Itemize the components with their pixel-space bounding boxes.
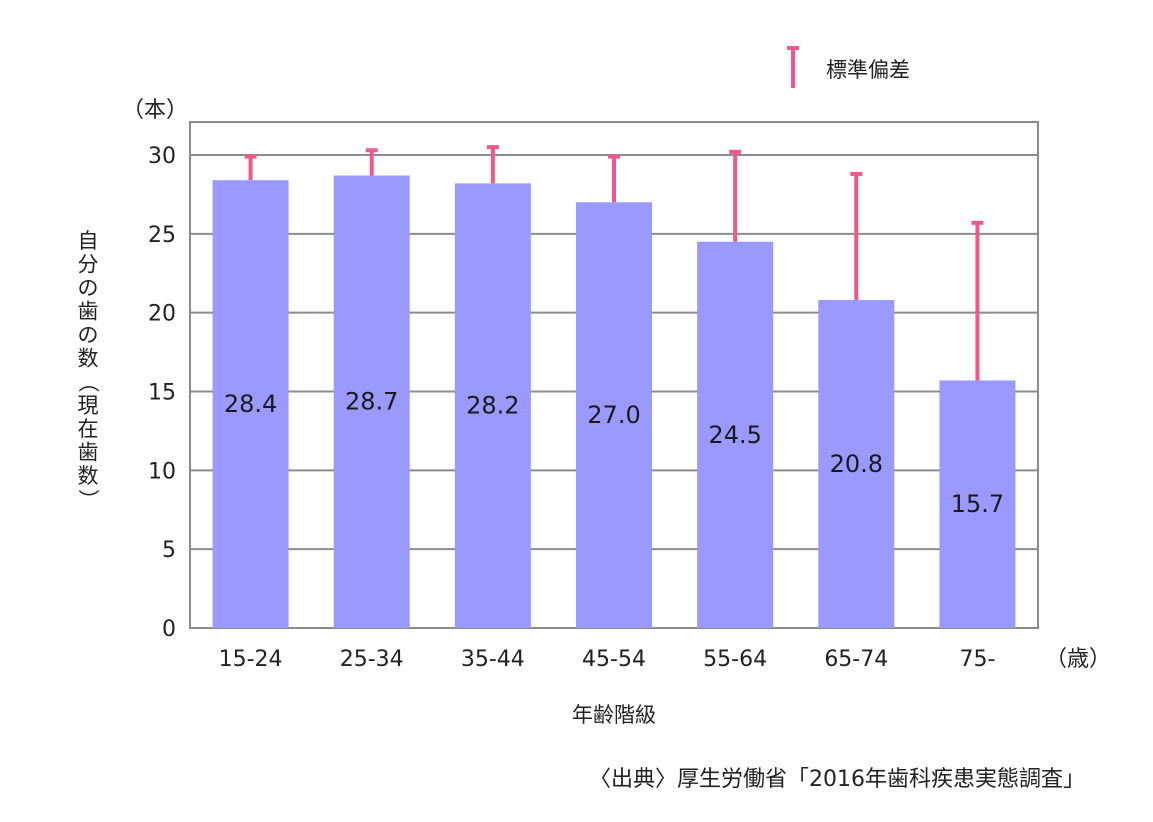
y-tick-30: 30 [148,144,176,169]
y-axis-title-char: 自 [78,229,99,253]
data-labels: 28.4 28.7 28.2 27.0 24.5 20.8 15.7 [224,388,1004,518]
y-axis-title-char: 現 [78,394,99,418]
error-bars [244,145,984,381]
y-axis-title-char: （ [76,372,100,393]
x-tick-labels: 15-24 25-34 35-44 45-54 55-64 65-74 75- [219,647,996,672]
legend-label: 標準偏差 [826,58,910,82]
y-axis-title-char: ） [76,489,100,510]
y-axis-title-char: の [78,323,99,347]
data-label-75-: 15.7 [951,490,1004,518]
bar-65-74 [818,300,895,628]
bar-35-44 [454,183,531,628]
bars [212,175,1016,629]
data-label-65-74: 20.8 [830,450,883,478]
bar-75- [939,380,1016,628]
y-axis-title-char: 歯 [78,441,99,465]
y-axis-title-char: 数 [78,347,99,371]
bar-55-64 [697,241,774,628]
y-tick-0: 0 [162,617,176,642]
y-axis-title-char: 分 [78,253,99,277]
y-axis-title-char: 在 [78,417,99,441]
x-tick-45-54: 45-54 [582,647,646,672]
y-tick-10: 10 [148,459,176,484]
y-axis-unit: （本） [122,98,188,123]
x-tick-15-24: 15-24 [219,647,283,672]
source-note: 〈出典〉厚生労働省「2016年歯科疾患実態調査」 [589,767,1085,792]
legend: 標準偏差 [787,46,910,88]
y-axis-title-char: 数 [78,464,99,488]
data-label-55-64: 24.5 [708,421,761,449]
y-axis-title-char: 歯 [78,300,99,324]
x-tick-75-: 75- [959,647,995,672]
x-axis-title: 年齢階級 [572,703,656,727]
bar-45-54 [576,202,652,629]
y-tick-25: 25 [148,223,176,248]
data-label-15-24: 28.4 [224,390,277,418]
x-tick-25-34: 25-34 [340,647,404,672]
bar-15-24 [212,180,289,628]
data-label-25-34: 28.7 [345,388,398,416]
x-tick-65-74: 65-74 [824,647,888,672]
x-tick-55-64: 55-64 [703,647,767,672]
y-axis-title-char: の [78,276,99,300]
bar-25-34 [333,175,410,628]
y-tick-5: 5 [162,538,176,563]
x-tick-35-44: 35-44 [461,647,525,672]
data-label-35-44: 28.2 [466,392,519,420]
y-tick-labels: 0 5 10 15 20 25 30 [148,144,176,642]
y-tick-20: 20 [148,302,176,327]
data-label-45-54: 27.0 [587,401,640,429]
x-axis-unit: （歳） [1045,647,1111,672]
y-tick-15: 15 [148,381,176,406]
